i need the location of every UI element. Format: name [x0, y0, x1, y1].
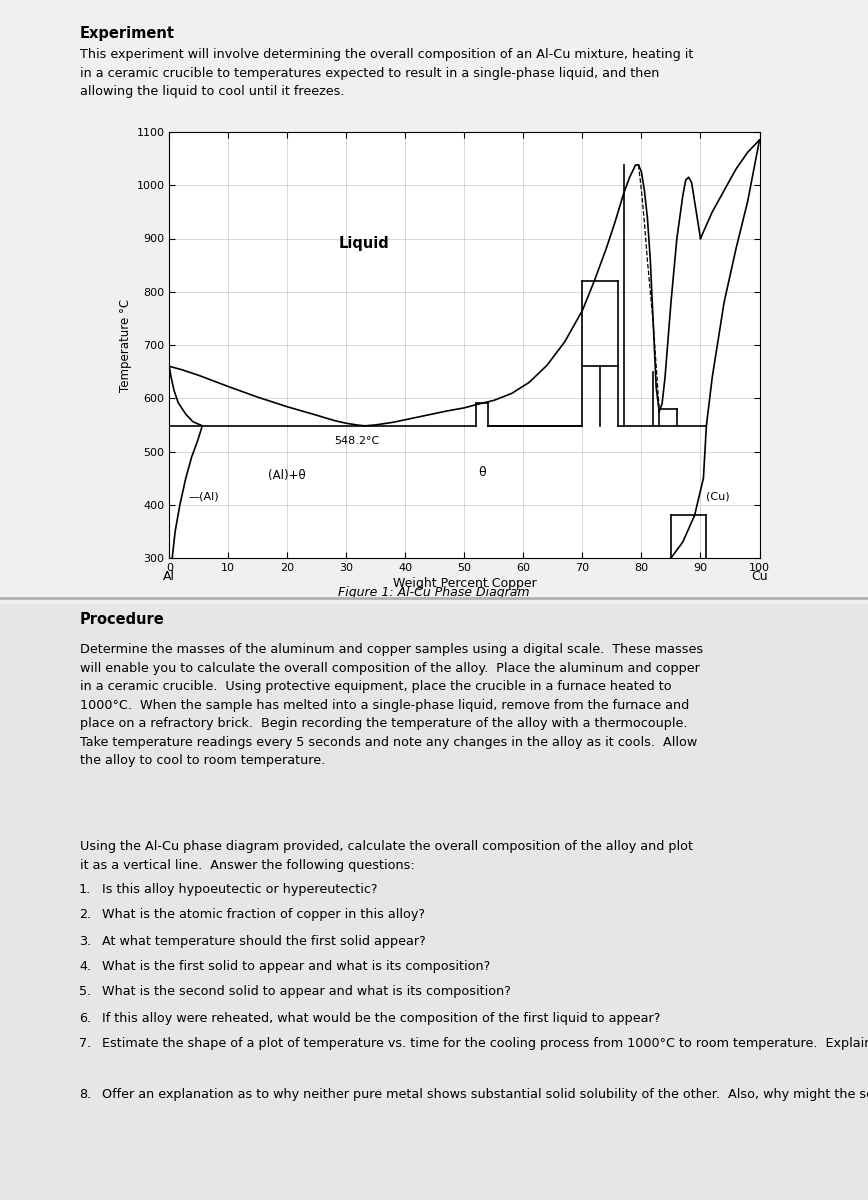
Text: Using the Al-Cu phase diagram provided, calculate the overall composition of the: Using the Al-Cu phase diagram provided, … [80, 840, 693, 871]
Text: θ: θ [478, 467, 486, 479]
Text: 6.: 6. [79, 1012, 91, 1025]
Text: What is the second solid to appear and what is its composition?: What is the second solid to appear and w… [102, 985, 511, 998]
Text: Al: Al [163, 570, 175, 583]
Text: Is this alloy hypoeutectic or hypereutectic?: Is this alloy hypoeutectic or hypereutec… [102, 883, 378, 896]
Text: What is the first solid to appear and what is its composition?: What is the first solid to appear and wh… [102, 960, 490, 973]
Text: (Al)+θ: (Al)+θ [268, 469, 306, 482]
Text: What is the atomic fraction of copper in this alloy?: What is the atomic fraction of copper in… [102, 908, 425, 922]
Text: Experiment: Experiment [80, 26, 174, 41]
Text: 5.: 5. [79, 985, 91, 998]
Text: Determine the masses of the aluminum and copper samples using a digital scale.  : Determine the masses of the aluminum and… [80, 643, 703, 767]
Text: 2.: 2. [79, 908, 91, 922]
Text: Procedure: Procedure [80, 612, 165, 626]
Text: (Cu): (Cu) [707, 492, 730, 502]
Text: Figure 1: Al-Cu Phase Diagram: Figure 1: Al-Cu Phase Diagram [339, 586, 529, 599]
Text: 4.: 4. [79, 960, 91, 973]
Text: Liquid: Liquid [339, 236, 390, 251]
Text: 7.: 7. [79, 1037, 91, 1050]
Text: 8.: 8. [79, 1088, 91, 1102]
Text: This experiment will involve determining the overall composition of an Al-Cu mix: This experiment will involve determining… [80, 48, 694, 98]
Text: If this alloy were reheated, what would be the composition of the first liquid t: If this alloy were reheated, what would … [102, 1012, 661, 1025]
Text: 1.: 1. [79, 883, 91, 896]
Text: Cu: Cu [751, 570, 768, 583]
Text: 3.: 3. [79, 935, 91, 948]
Y-axis label: Temperature °C: Temperature °C [119, 299, 132, 391]
Text: Estimate the shape of a plot of temperature vs. time for the cooling process fro: Estimate the shape of a plot of temperat… [102, 1037, 868, 1050]
Text: Offer an explanation as to why neither pure metal shows substantial solid solubi: Offer an explanation as to why neither p… [102, 1088, 868, 1102]
X-axis label: Weight Percent Copper: Weight Percent Copper [392, 577, 536, 590]
Text: —(Al): —(Al) [188, 491, 219, 502]
Text: At what temperature should the first solid appear?: At what temperature should the first sol… [102, 935, 426, 948]
Text: 548.2°C: 548.2°C [334, 436, 380, 446]
